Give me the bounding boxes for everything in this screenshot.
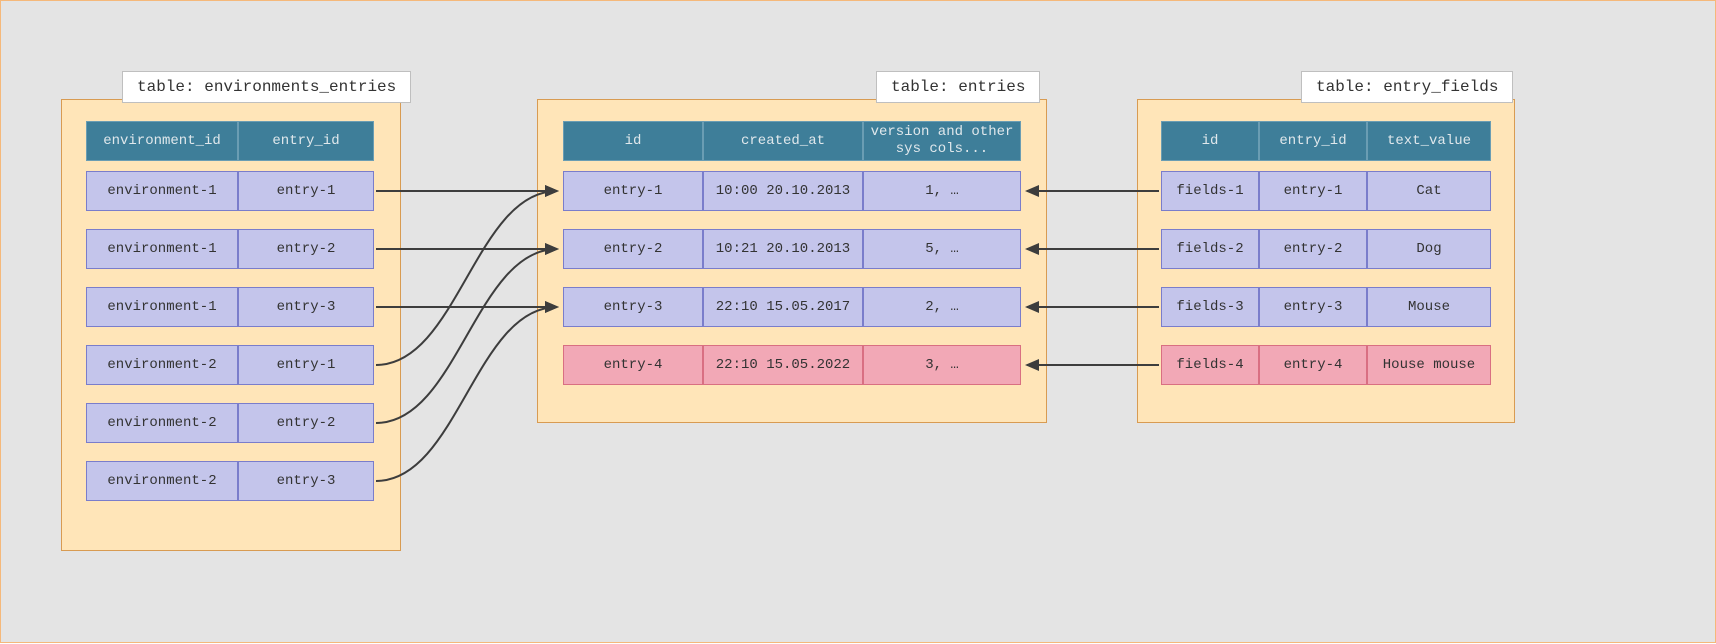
column-header: id [1161, 121, 1259, 161]
table-cell: Cat [1367, 171, 1491, 211]
table-label-entry-fields: table: entry_fields [1301, 71, 1513, 103]
table-cell: environment-1 [86, 171, 238, 211]
table-cell: 2, … [863, 287, 1021, 327]
table-cell: entry-3 [563, 287, 703, 327]
table-cell: 5, … [863, 229, 1021, 269]
table-cell: House mouse [1367, 345, 1491, 385]
table-cell: 10:00 20.10.2013 [703, 171, 863, 211]
table-cell: entry-2 [1259, 229, 1367, 269]
table-cell: entry-2 [238, 229, 374, 269]
connector-arrow [376, 307, 557, 481]
table-cell: entry-1 [238, 171, 374, 211]
table-cell: entry-1 [1259, 171, 1367, 211]
column-header: version and other sys cols... [863, 121, 1021, 161]
table-cell: entry-1 [238, 345, 374, 385]
table-label-environments-entries: table: environments_entries [122, 71, 411, 103]
table-cell: 10:21 20.10.2013 [703, 229, 863, 269]
table-cell: Dog [1367, 229, 1491, 269]
table-cell: 1, … [863, 171, 1021, 211]
table-grid-entries: idcreated_atversion and other sys cols..… [563, 121, 1021, 385]
table-cell: entry-4 [563, 345, 703, 385]
table-cell: entry-1 [563, 171, 703, 211]
table-cell: environment-1 [86, 229, 238, 269]
column-header: entry_id [1259, 121, 1367, 161]
column-header: id [563, 121, 703, 161]
table-cell: 22:10 15.05.2022 [703, 345, 863, 385]
table-cell: entry-2 [238, 403, 374, 443]
table-cell: fields-4 [1161, 345, 1259, 385]
table-cell: environment-2 [86, 461, 238, 501]
table-label-entries: table: entries [876, 71, 1040, 103]
table-cell: environment-2 [86, 345, 238, 385]
table-cell: fields-3 [1161, 287, 1259, 327]
table-cell: entry-4 [1259, 345, 1367, 385]
column-header: text_value [1367, 121, 1491, 161]
table-cell: 3, … [863, 345, 1021, 385]
table-cell: entry-3 [238, 287, 374, 327]
table-cell: entry-3 [238, 461, 374, 501]
table-cell: entry-2 [563, 229, 703, 269]
table-cell: fields-1 [1161, 171, 1259, 211]
diagram-canvas: table: environments_entries environment_… [0, 0, 1716, 643]
table-grid-environments-entries: environment_identry_idenvironment-1entry… [86, 121, 374, 501]
table-cell: entry-3 [1259, 287, 1367, 327]
column-header: environment_id [86, 121, 238, 161]
column-header: created_at [703, 121, 863, 161]
column-header: entry_id [238, 121, 374, 161]
connector-arrow [376, 249, 557, 423]
table-cell: Mouse [1367, 287, 1491, 327]
table-cell: fields-2 [1161, 229, 1259, 269]
table-cell: 22:10 15.05.2017 [703, 287, 863, 327]
table-cell: environment-1 [86, 287, 238, 327]
table-cell: environment-2 [86, 403, 238, 443]
connector-arrow [376, 191, 557, 365]
table-grid-entry-fields: identry_idtext_value fields-1entry-1Cat fi… [1161, 121, 1491, 385]
